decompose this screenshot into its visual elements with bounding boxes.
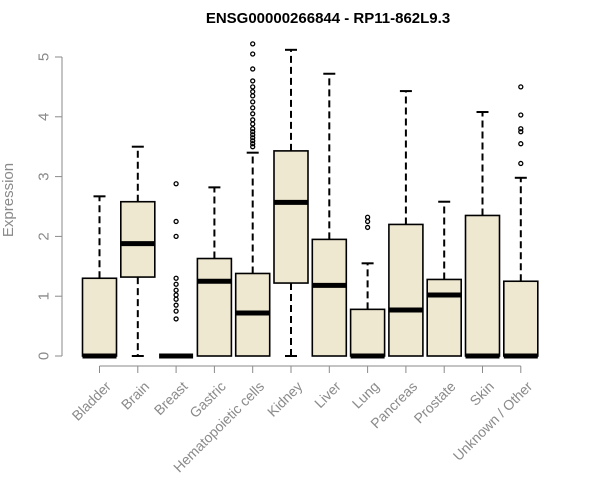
box-skin [464,111,501,359]
outlier-point [173,296,179,302]
box-bladder [81,195,118,359]
box-prostate [426,200,463,357]
box-body [464,214,501,357]
box-body [349,308,386,357]
x-tick-label: Lung [349,378,382,411]
x-tick-label: Brain [118,378,152,412]
outlier-point [250,105,256,111]
outlier-point [250,93,256,99]
outlier-point [364,218,371,225]
y-tick-label: 2 [36,232,53,240]
box-body [81,277,118,357]
outlier-point [250,126,256,132]
x-tick-label: Liver [311,378,344,411]
box-body [196,257,233,357]
outlier-point [518,84,524,90]
box-body [388,223,424,357]
y-tick-label: 0 [36,352,53,360]
outlier-point [364,224,371,231]
outlier-point [364,214,371,220]
box-lung [349,214,386,359]
boxes [81,41,539,359]
outlier-point [518,160,524,167]
box-gastric [196,186,233,357]
x-tick-label: Prostate [410,378,458,426]
outlier-point [518,129,524,135]
y-tick-label: 3 [36,172,53,180]
box-body [120,200,156,278]
outlier-point [173,218,179,225]
outlier-point [518,141,524,147]
outlier-point [250,129,256,135]
outlier-point [173,287,179,293]
box-body [311,238,348,357]
box-body [502,280,539,357]
y-axis: 0 1 2 3 4 5 [36,53,63,360]
outlier-point [173,302,179,308]
outlier-point [250,117,256,123]
y-tick-label: 5 [36,53,53,61]
box-pancreas [388,90,424,357]
y-tick-label: 1 [36,292,53,300]
outlier-point [250,66,256,72]
outlier-point [250,99,256,105]
x-tick-label: Breast [151,378,191,418]
outlier-point [173,281,179,287]
outlier-point [173,233,179,240]
outlier-point [250,51,256,57]
chart-title: ENSG00000266844 - RP11-862L9.3 [206,10,450,27]
outlier-point [250,141,256,147]
outlier-point [250,138,256,144]
outlier-point [250,89,256,95]
box-kidney [273,48,309,357]
outlier-point [518,112,524,118]
outlier-point [173,181,179,187]
outlier-point [173,292,179,298]
outlier-point [250,121,256,127]
x-tick-label: Skin [466,378,497,409]
outlier-point [518,126,524,132]
outlier-point [173,308,179,314]
box-body [426,278,463,357]
y-tick-label: 4 [36,113,53,121]
outlier-point [250,84,256,90]
box-brain [120,145,156,357]
x-tick-label: Bladder [69,378,115,424]
outlier-point [250,132,256,138]
box-unknown-other [502,84,539,359]
box-breast [159,181,194,359]
outlier-point [250,78,256,84]
box-hematopoietic-cells [234,41,271,357]
outlier-point [250,135,256,141]
box-body [273,150,309,284]
outlier-point [250,144,256,150]
outlier-point [173,316,179,322]
y-axis-label: Expression [0,163,17,237]
x-tick-label: Kidney [264,378,306,420]
outlier-point [250,41,256,47]
outlier-point [250,111,256,117]
outlier-point [173,275,179,281]
box-liver [311,72,348,357]
